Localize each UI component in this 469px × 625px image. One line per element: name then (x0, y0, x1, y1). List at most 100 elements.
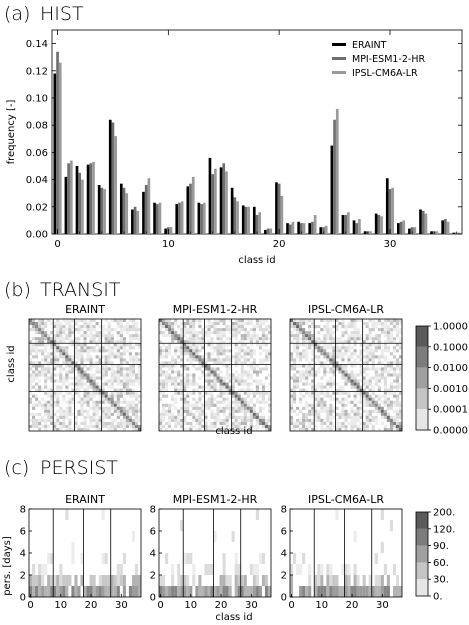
transit-cell (335, 412, 339, 416)
transit-cell (365, 415, 369, 419)
transit-cell (80, 385, 84, 389)
transit-cell (326, 415, 330, 419)
transit-cell (216, 319, 220, 323)
persist-cell (186, 586, 190, 598)
transit-cell (92, 334, 96, 338)
transit-cell (168, 343, 172, 347)
transit-cell (243, 349, 247, 353)
transit-cell (189, 352, 193, 356)
transit-cell (50, 373, 54, 377)
transit-cell (359, 412, 363, 416)
transit-cell (59, 391, 63, 395)
transit-cell (341, 373, 345, 377)
transit-cell (125, 349, 129, 353)
transit-cell (392, 361, 396, 365)
transit-cell (110, 346, 114, 350)
transit-cell (101, 418, 105, 422)
transit-cell (359, 388, 363, 392)
transit-cell (32, 376, 36, 380)
persist-cell (305, 586, 309, 598)
persist-cell (183, 575, 187, 587)
transit-cell (246, 358, 250, 362)
transit-cell (134, 409, 139, 413)
transit-cell (59, 424, 63, 429)
colorbar-label: 0.0001 (433, 405, 468, 416)
transit-cell (89, 391, 93, 395)
persist-cell (189, 586, 193, 598)
transit-cell (258, 358, 262, 362)
transit-cell (264, 391, 269, 395)
transit-cell (122, 397, 126, 401)
transit-cell (71, 400, 75, 404)
transit-cell (234, 364, 238, 368)
transit-cell (267, 409, 272, 413)
transit-cell (264, 334, 269, 338)
transit-cell (207, 376, 211, 380)
transit-cell (252, 349, 256, 353)
transit-cell (134, 337, 139, 341)
transit-cell (168, 328, 172, 332)
transit-cell (68, 376, 72, 380)
transit-cell (116, 412, 120, 416)
transit-cell (50, 355, 54, 359)
transit-cell (186, 358, 190, 362)
transit-cell (59, 406, 63, 410)
transit-cell (243, 337, 247, 341)
transit-cell (320, 352, 324, 356)
transit-cell (377, 346, 381, 350)
transit-cell (162, 373, 166, 377)
transit-cell (365, 352, 369, 356)
transit-cell (240, 388, 244, 392)
transit-cell (125, 406, 129, 410)
transit-cell (246, 385, 250, 389)
transit-cell (371, 367, 375, 371)
transit-cell (219, 394, 223, 398)
transit-cell (35, 346, 39, 350)
transit-cell (249, 337, 253, 341)
transit-cell (237, 328, 241, 332)
transit-cell (92, 364, 96, 368)
transit-cell (68, 361, 72, 365)
transit-cell (201, 346, 205, 350)
hist-bar (269, 228, 273, 234)
transit-cell (165, 382, 169, 386)
transit-cell (338, 352, 342, 356)
transit-cell (231, 409, 235, 413)
transit-cell (128, 358, 132, 362)
transit-cell (62, 376, 66, 380)
transit-cell (128, 394, 132, 398)
transit-cell (168, 346, 172, 350)
transit-cell (234, 424, 238, 429)
persist-cell (255, 564, 259, 576)
transit-cell (180, 412, 184, 416)
transit-cell (110, 421, 114, 425)
transit-cell (134, 361, 139, 365)
transit-cell (246, 406, 250, 410)
transit-cell (35, 394, 39, 398)
transit-cell (131, 337, 135, 341)
transit-cell (392, 415, 396, 419)
transit-cell (89, 328, 93, 332)
transit-cell (228, 343, 232, 347)
transit-cell (192, 397, 196, 401)
transit-cell (107, 337, 111, 341)
transit-cell (83, 388, 87, 392)
transit-cell (41, 340, 45, 344)
hist-bar (424, 213, 428, 234)
transit-cell (359, 397, 363, 401)
transit-cell (398, 346, 403, 350)
transit-cell (207, 388, 211, 392)
transit-cell (383, 415, 387, 419)
transit-cell (296, 331, 300, 335)
transit-cell (101, 346, 105, 350)
transit-cell (311, 418, 315, 422)
transit-cell (332, 391, 336, 395)
transit-cell (110, 361, 114, 365)
transit-cell (359, 337, 363, 341)
transit-cell (210, 358, 214, 362)
persist-cell (374, 553, 378, 565)
transit-cell (122, 352, 126, 356)
transit-cell (171, 379, 175, 383)
colorbar-segment (416, 562, 428, 580)
transit-cell (116, 319, 120, 323)
